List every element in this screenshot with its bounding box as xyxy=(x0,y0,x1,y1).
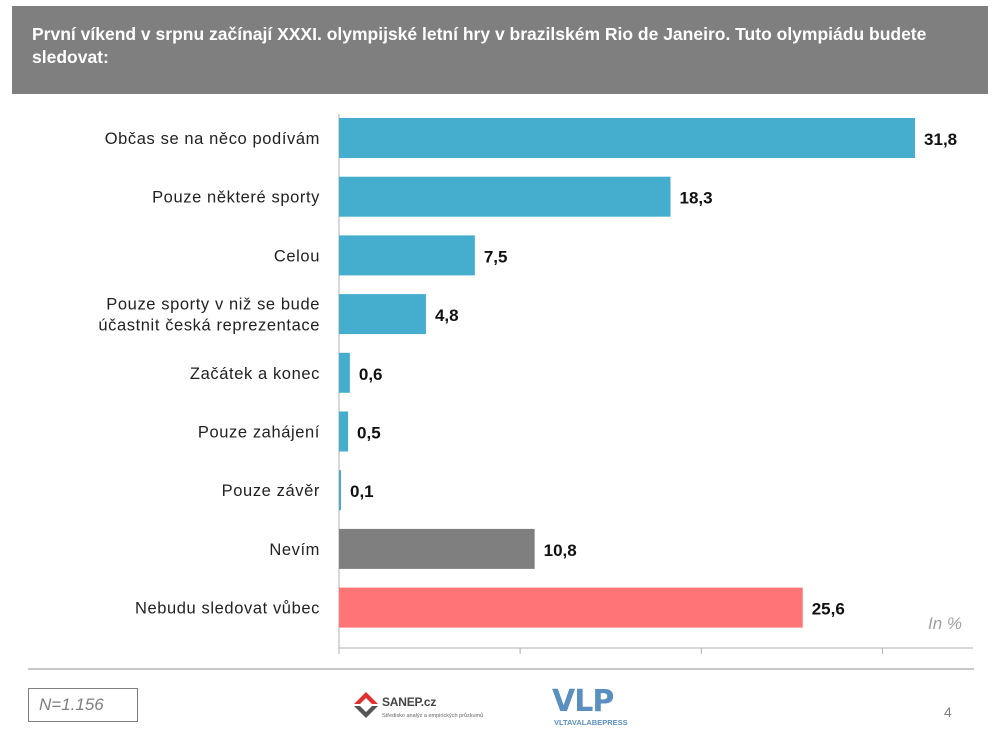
category-label: Pouze zahájení xyxy=(198,424,320,442)
bar xyxy=(339,470,341,511)
bar xyxy=(339,118,916,158)
bar xyxy=(339,587,803,628)
unit-label: In % xyxy=(928,614,963,633)
value-label: 4,8 xyxy=(435,306,459,325)
vlp-logo: VLP VLTAVALABEPRESS xyxy=(552,684,672,730)
bar xyxy=(339,235,475,276)
value-label: 25,6 xyxy=(812,600,845,619)
value-label: 0,1 xyxy=(350,482,374,501)
sanep-logo-text: SANEP.cz xyxy=(382,695,437,709)
category-label: Celou xyxy=(274,247,320,265)
sample-size-box: N=1.156 xyxy=(28,688,138,722)
bar xyxy=(339,411,349,452)
sanep-mark-icon xyxy=(354,692,378,718)
sample-size-text: N=1.156 xyxy=(39,695,104,714)
category-label: Pouze sporty v niž se bude účastnit česká… xyxy=(98,296,320,335)
bar xyxy=(339,176,671,217)
category-label: Pouze závěr xyxy=(222,482,320,500)
value-label: 18,3 xyxy=(679,189,712,208)
footer-divider xyxy=(28,668,974,670)
bar xyxy=(339,294,426,335)
category-label: Začátek a konec xyxy=(190,365,320,383)
bar xyxy=(339,528,535,569)
value-label: 0,6 xyxy=(359,365,383,384)
value-label: 0,5 xyxy=(357,424,381,443)
vlp-logo-text: VLP xyxy=(552,684,614,719)
category-label: Nevím xyxy=(269,541,320,559)
value-label: 10,8 xyxy=(544,541,577,560)
category-label: Nebudu sledovat vůbec xyxy=(135,600,320,618)
bar xyxy=(339,352,350,393)
page-number: 4 xyxy=(944,704,952,720)
category-label: Pouze některé sporty xyxy=(152,189,320,207)
category-label: Občas se na něco podívám xyxy=(105,130,320,148)
vlp-tagline: VLTAVALABEPRESS xyxy=(554,718,628,727)
sanep-logo: SANEP.cz Středisko analýz a empirických … xyxy=(352,690,512,730)
slide-header: První víkend v srpnu začínají XXXI. olym… xyxy=(12,6,988,94)
sanep-tagline: Středisko analýz a empirických průzkumů xyxy=(382,713,484,719)
value-label: 7,5 xyxy=(484,247,508,266)
value-label: 31,8 xyxy=(924,130,957,149)
slide-title: První víkend v srpnu začínají XXXI. olym… xyxy=(32,24,927,67)
